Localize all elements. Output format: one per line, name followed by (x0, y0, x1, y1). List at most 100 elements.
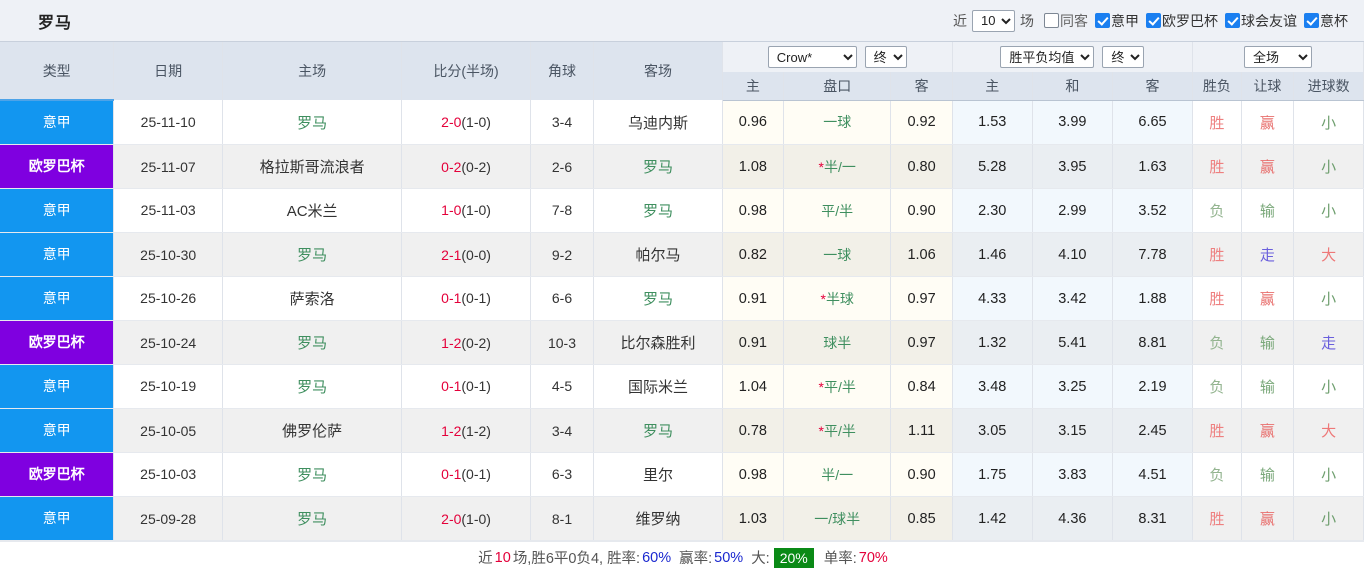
column-header-hd-away[interactable]: 客 (890, 72, 953, 101)
cell-away-team[interactable]: 里尔 (593, 452, 723, 497)
match-score[interactable]: 0-1(0-1) (441, 378, 491, 394)
match-score[interactable]: 2-1(0-0) (441, 246, 491, 263)
cell-away-team[interactable]: 乌迪内斯 (593, 100, 723, 145)
home-team-name[interactable]: 罗马 (297, 379, 328, 396)
match-score[interactable]: 0-1(0-1) (441, 466, 491, 482)
league-checkbox-seriea[interactable] (1095, 13, 1110, 28)
cell-home-team[interactable]: 佛罗伦萨 (222, 408, 403, 453)
league-badge[interactable]: 意甲 (0, 189, 113, 232)
cell-away-team[interactable]: 比尔森胜利 (593, 320, 723, 365)
cell-match-type[interactable]: 意甲 (0, 100, 115, 145)
cell-away-team[interactable]: 罗马 (593, 408, 723, 453)
same-away-checkbox[interactable] (1044, 13, 1059, 28)
table-row[interactable]: 欧罗巴杯 25-10-03 罗马 0-1(0-1) 6-3 里尔 0.98 半/一 0.90 1.… (0, 452, 1364, 497)
table-row[interactable]: 欧罗巴杯 25-10-24 罗马 1-2(0-2) 10-3 比尔森胜利 0.91 球半 0.9… (0, 320, 1364, 365)
cell-match-type[interactable]: 欧罗巴杯 (0, 144, 115, 189)
column-header-away[interactable]: 客场 (593, 42, 723, 100)
table-row[interactable]: 意甲 25-10-05 佛罗伦萨 1-2(1-2) 3-4 罗马 0.78 *平/半 1.11 3… (0, 408, 1364, 453)
league-label-europa[interactable]: 欧罗巴杯 (1162, 12, 1218, 29)
match-score[interactable]: 1-2(1-2) (441, 422, 491, 439)
league-label-friendly[interactable]: 球会友谊 (1241, 12, 1297, 29)
away-team-name[interactable]: 帕尔马 (635, 247, 681, 264)
cell-home-team[interactable]: AC米兰 (222, 188, 403, 233)
match-score[interactable]: 2-0(1-0) (441, 510, 491, 527)
home-team-name[interactable]: 罗马 (297, 511, 328, 528)
cell-match-type[interactable]: 意甲 (0, 364, 115, 409)
odds-phase-select[interactable]: 初终 (1102, 46, 1145, 68)
cell-home-team[interactable]: 罗马 (222, 452, 403, 497)
cell-match-type[interactable]: 意甲 (0, 496, 115, 541)
cell-home-team[interactable]: 格拉斯哥流浪者 (222, 144, 403, 189)
same-away-label[interactable]: 同客 (1060, 12, 1088, 29)
cell-match-type[interactable]: 意甲 (0, 276, 115, 321)
cell-home-team[interactable]: 罗马 (222, 320, 403, 365)
cell-away-team[interactable]: 帕尔马 (593, 232, 723, 277)
league-badge[interactable]: 意甲 (0, 409, 113, 452)
cell-home-team[interactable]: 萨索洛 (222, 276, 403, 321)
away-team-name[interactable]: 罗马 (642, 291, 673, 308)
same-away-filter[interactable]: 同客 (1041, 11, 1088, 31)
column-header-od-away[interactable]: 客 (1112, 72, 1194, 101)
home-team-name[interactable]: AC米兰 (286, 203, 338, 220)
result-scope-select[interactable]: 全场上半场下半场 (1244, 46, 1313, 68)
match-count-select[interactable]: 610203050 (972, 9, 1015, 32)
cell-score[interactable]: 0-1(0-1) (401, 364, 531, 409)
league-label-seriea[interactable]: 意甲 (1111, 12, 1139, 29)
league-badge[interactable]: 欧罗巴杯 (0, 453, 113, 496)
league-filter-0[interactable]: 意甲 (1092, 11, 1139, 31)
away-team-name[interactable]: 罗马 (642, 423, 673, 440)
league-badge[interactable]: 意甲 (0, 497, 113, 540)
home-team-name[interactable]: 格拉斯哥流浪者 (259, 159, 365, 176)
league-badge[interactable]: 意甲 (0, 101, 113, 144)
league-filter-2[interactable]: 球会友谊 (1222, 11, 1297, 31)
match-score[interactable]: 0-1(0-1) (441, 290, 491, 306)
league-checkbox-europa[interactable] (1146, 13, 1161, 28)
home-team-name[interactable]: 罗马 (297, 467, 328, 484)
column-header-type[interactable]: 类型 (0, 42, 115, 101)
league-badge[interactable]: 欧罗巴杯 (0, 321, 113, 364)
league-filter-1[interactable]: 欧罗巴杯 (1143, 11, 1218, 31)
table-row[interactable]: 意甲 25-10-19 罗马 0-1(0-1) 4-5 国际米兰 1.04 *平/半 0.84 3… (0, 364, 1364, 409)
cell-home-team[interactable]: 罗马 (222, 364, 403, 409)
away-team-name[interactable]: 国际米兰 (627, 379, 688, 396)
handicap-phase-select[interactable]: 初终 (864, 46, 907, 68)
column-header-home[interactable]: 主场 (222, 42, 403, 100)
league-badge[interactable]: 意甲 (0, 233, 113, 276)
league-checkbox-coppa[interactable] (1304, 13, 1319, 28)
cell-home-team[interactable]: 罗马 (222, 496, 403, 541)
match-score[interactable]: 1-2(0-2) (441, 334, 491, 351)
table-row[interactable]: 欧罗巴杯 25-11-07 格拉斯哥流浪者 0-2(0-2) 2-6 罗马 1.08 *半/一… (0, 144, 1364, 189)
cell-score[interactable]: 2-1(0-0) (401, 232, 531, 277)
cell-home-team[interactable]: 罗马 (222, 232, 403, 277)
cell-away-team[interactable]: 罗马 (593, 276, 723, 321)
column-header-od-draw[interactable]: 和 (1032, 72, 1113, 101)
home-team-name[interactable]: 罗马 (297, 335, 328, 352)
table-row[interactable]: 意甲 25-11-03 AC米兰 1-0(1-0) 7-8 罗马 0.98 平/半 0.90 2.… (0, 188, 1364, 233)
cell-match-type[interactable]: 欧罗巴杯 (0, 320, 115, 365)
match-score[interactable]: 1-0(1-0) (441, 202, 491, 218)
table-row[interactable]: 意甲 25-10-30 罗马 2-1(0-0) 9-2 帕尔马 0.82 一球 1.06 1.46… (0, 232, 1364, 277)
cell-score[interactable]: 1-2(0-2) (401, 320, 531, 365)
handicap-company-select[interactable]: Crow*MacauBet365Ladbrokes (767, 46, 857, 68)
away-team-name[interactable]: 罗马 (642, 203, 673, 220)
cell-away-team[interactable]: 维罗纳 (593, 496, 723, 541)
league-label-coppa[interactable]: 意杯 (1320, 12, 1348, 29)
cell-score[interactable]: 1-0(1-0) (401, 188, 531, 233)
table-row[interactable]: 意甲 25-11-10 罗马 2-0(1-0) 3-4 乌迪内斯 0.96 一球 0.92 1.5… (0, 100, 1364, 145)
home-team-name[interactable]: 罗马 (297, 114, 328, 132)
cell-away-team[interactable]: 国际米兰 (593, 364, 723, 409)
table-row[interactable]: 意甲 25-09-28 罗马 2-0(1-0) 8-1 维罗纳 1.03 一/球半 0.85 1.… (0, 496, 1364, 541)
cell-score[interactable]: 2-0(1-0) (401, 100, 531, 145)
odds-type-select[interactable]: 胜平负均值亚盘均值大小球均值 (1000, 46, 1095, 68)
cell-match-type[interactable]: 欧罗巴杯 (0, 452, 115, 497)
cell-score[interactable]: 1-2(1-2) (401, 408, 531, 453)
column-header-result-goals[interactable]: 进球数 (1293, 72, 1364, 101)
column-header-result-wl[interactable]: 胜负 (1192, 72, 1242, 101)
home-team-name[interactable]: 佛罗伦萨 (282, 423, 343, 440)
cell-match-type[interactable]: 意甲 (0, 232, 115, 277)
home-team-name[interactable]: 萨索洛 (289, 291, 335, 308)
cell-home-team[interactable]: 罗马 (222, 100, 403, 145)
cell-score[interactable]: 2-0(1-0) (401, 496, 531, 541)
table-row[interactable]: 意甲 25-10-26 萨索洛 0-1(0-1) 6-6 罗马 0.91 *半球 0.97 4.3… (0, 276, 1364, 321)
away-team-name[interactable]: 里尔 (642, 467, 673, 484)
